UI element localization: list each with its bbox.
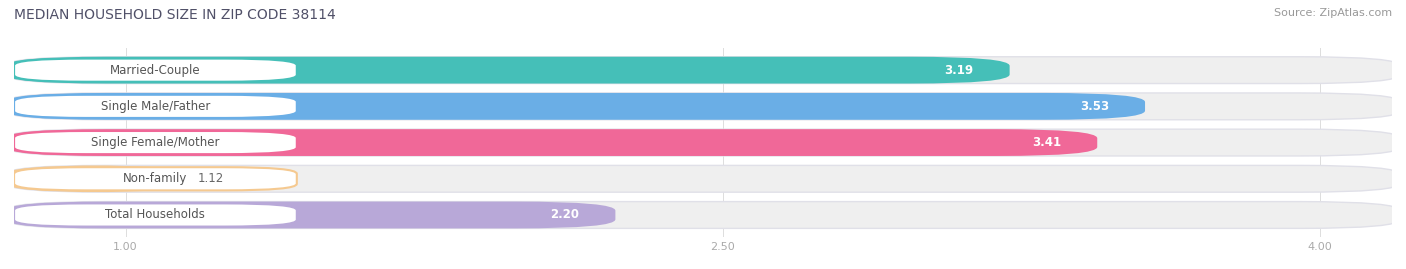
FancyBboxPatch shape (6, 93, 1400, 120)
Text: 3.53: 3.53 (1080, 100, 1109, 113)
FancyBboxPatch shape (14, 59, 297, 82)
Text: 3.41: 3.41 (1032, 136, 1062, 149)
FancyBboxPatch shape (6, 165, 186, 192)
FancyBboxPatch shape (6, 165, 1400, 192)
Text: Single Female/Mother: Single Female/Mother (91, 136, 219, 149)
Text: 3.19: 3.19 (945, 64, 974, 77)
FancyBboxPatch shape (14, 95, 297, 118)
FancyBboxPatch shape (6, 201, 616, 228)
Text: 1.12: 1.12 (197, 172, 224, 185)
Text: 2.20: 2.20 (551, 208, 579, 221)
FancyBboxPatch shape (6, 201, 1400, 228)
Text: Married-Couple: Married-Couple (110, 64, 201, 77)
Text: Single Male/Father: Single Male/Father (101, 100, 209, 113)
FancyBboxPatch shape (14, 167, 297, 190)
FancyBboxPatch shape (6, 57, 1010, 84)
FancyBboxPatch shape (6, 129, 1097, 156)
FancyBboxPatch shape (14, 131, 297, 154)
FancyBboxPatch shape (6, 129, 1400, 156)
Text: Non-family: Non-family (124, 172, 187, 185)
FancyBboxPatch shape (14, 203, 297, 226)
Text: Total Households: Total Households (105, 208, 205, 221)
FancyBboxPatch shape (6, 57, 1400, 84)
FancyBboxPatch shape (6, 93, 1144, 120)
Text: Source: ZipAtlas.com: Source: ZipAtlas.com (1274, 8, 1392, 18)
Text: MEDIAN HOUSEHOLD SIZE IN ZIP CODE 38114: MEDIAN HOUSEHOLD SIZE IN ZIP CODE 38114 (14, 8, 336, 22)
